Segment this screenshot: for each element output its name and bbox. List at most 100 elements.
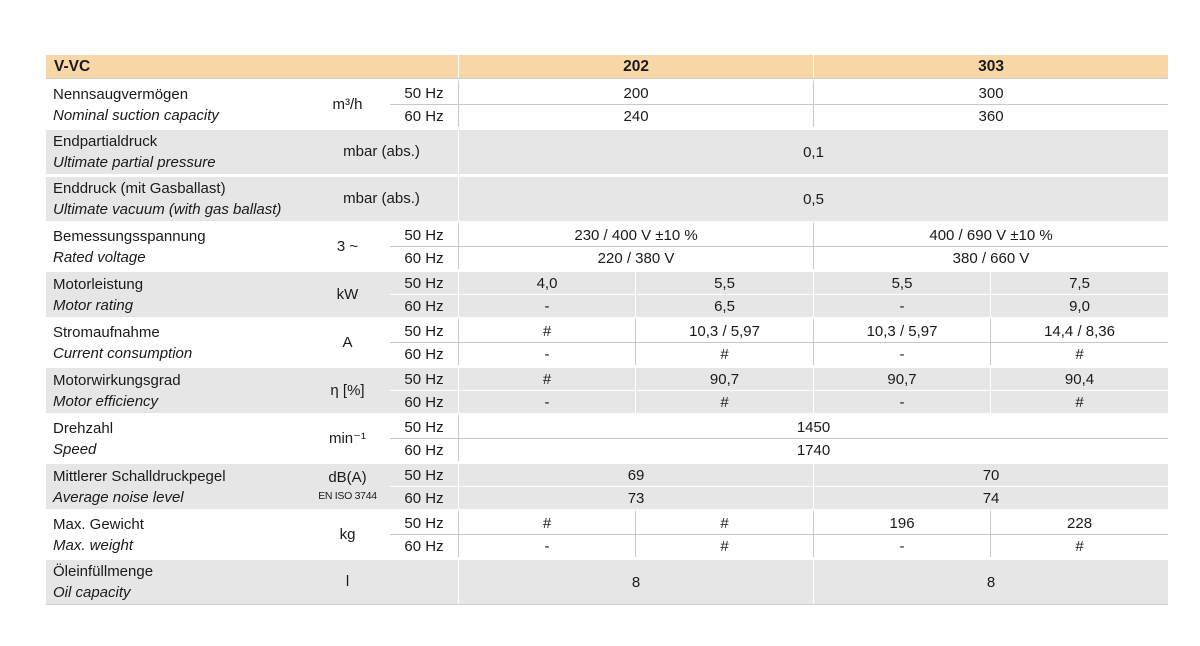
label-en: Nominal suction capacity [53, 106, 219, 124]
value-cell: 10,3 / 5,97 [635, 317, 814, 343]
spec-label-cell: Max. Gewicht Max. weight [46, 509, 305, 557]
unit-cell: mbar (abs.) [305, 174, 459, 221]
value-cell: # [990, 343, 1169, 365]
unit-main: dB(A) [328, 468, 367, 486]
freq-50hz-cell: 50 Hz [390, 365, 459, 391]
row-group-current-consumption: Stromaufnahme Current consumption A 50 H… [46, 317, 1169, 365]
spec-label-cell: Drehzahl Speed [46, 413, 305, 461]
value-cell: 5,5 [813, 269, 991, 295]
spec-table: V-VC 202 303 Nennsaugvermögen Nominal su… [46, 55, 1169, 605]
spec-label-cell: Enddruck (mit Gasballast) Ultimate vacuu… [46, 174, 305, 221]
value-cell: 6,5 [635, 295, 814, 317]
value-cell: 360 [813, 105, 1169, 127]
unit-cell: kg [305, 509, 390, 557]
label-en: Current consumption [53, 344, 193, 362]
value-cell: # [635, 509, 814, 535]
freq-60hz-cell: 60 Hz [390, 391, 459, 413]
label-de: Stromaufnahme [53, 323, 160, 341]
spec-label-cell: Nennsaugvermögen Nominal suction capacit… [46, 79, 305, 127]
product-series-header: V-VC [46, 55, 459, 79]
value-cell: # [635, 343, 814, 365]
value-cell: - [458, 391, 636, 413]
label-de: Enddruck (mit Gasballast) [53, 180, 226, 197]
unit-cell: η [%] [305, 365, 390, 413]
value-cell: 73 [458, 487, 814, 509]
label-en: Ultimate vacuum (with gas ballast) [53, 201, 282, 218]
row-group-rated-voltage: Bemessungsspannung Rated voltage 3 ~ 50 … [46, 221, 1169, 269]
freq-50hz-cell: 50 Hz [390, 413, 459, 439]
unit-cell: kW [305, 269, 390, 317]
value-cell: 200 [458, 79, 814, 105]
value-cell: 7,5 [990, 269, 1169, 295]
value-cell: 400 / 690 V ±10 % [813, 221, 1169, 247]
value-cell: 90,7 [813, 365, 991, 391]
freq-60hz-cell: 60 Hz [390, 487, 459, 509]
freq-50hz-cell: 50 Hz [390, 317, 459, 343]
value-cell: - [813, 535, 991, 557]
label-en: Speed [53, 440, 97, 458]
label-en: Motor efficiency [53, 392, 159, 410]
unit-cell: min⁻¹ [305, 413, 390, 461]
value-cell: 1450 [458, 413, 1169, 439]
freq-50hz-cell: 50 Hz [390, 221, 459, 247]
value-cell: 8 [458, 557, 814, 604]
label-de: Motorleistung [53, 275, 144, 293]
unit-cell: 3 ~ [305, 221, 390, 269]
label-de: Motorwirkungsgrad [53, 371, 181, 389]
value-cell: 8 [813, 557, 1169, 604]
freq-60hz-cell: 60 Hz [390, 105, 459, 127]
value-cell: # [635, 391, 814, 413]
value-cell: - [813, 391, 991, 413]
value-cell: 90,7 [635, 365, 814, 391]
label-en: Ultimate partial pressure [53, 154, 216, 171]
spec-label-cell: Bemessungsspannung Rated voltage [46, 221, 305, 269]
spec-label-cell: Öleinfüllmenge Oil capacity [46, 557, 305, 604]
row-group-noise-level: Mittlerer Schalldruckpegel Average noise… [46, 461, 1169, 509]
value-cell: 69 [458, 461, 814, 487]
value-cell: 196 [813, 509, 991, 535]
model-303-header: 303 [813, 55, 1169, 79]
row-group-speed: Drehzahl Speed min⁻¹ 50 Hz 1450 60 Hz 17… [46, 413, 1169, 461]
value-cell: # [458, 317, 636, 343]
freq-60hz-cell: 60 Hz [390, 247, 459, 269]
freq-60hz-cell: 60 Hz [390, 535, 459, 557]
value-cell: 10,3 / 5,97 [813, 317, 991, 343]
row-group-ultimate-partial-pressure: Endpartialdruck Ultimate partial pressur… [46, 127, 1169, 174]
value-cell: 0,1 [458, 127, 1169, 174]
label-en: Oil capacity [53, 584, 131, 601]
value-cell: # [458, 509, 636, 535]
spec-label-cell: Mittlerer Schalldruckpegel Average noise… [46, 461, 305, 509]
label-de: Öleinfüllmenge [53, 563, 154, 580]
spec-label-cell: Motorleistung Motor rating [46, 269, 305, 317]
value-cell: - [458, 535, 636, 557]
unit-cell: mbar (abs.) [305, 127, 459, 174]
label-de: Max. Gewicht [53, 515, 144, 533]
value-cell: # [635, 535, 814, 557]
unit-cell: l [305, 557, 390, 604]
value-cell: 74 [813, 487, 1169, 509]
value-cell: - [813, 343, 991, 365]
freq-60hz-cell: 60 Hz [390, 295, 459, 317]
label-en: Motor rating [53, 296, 134, 314]
label-en: Max. weight [53, 536, 134, 554]
value-cell: 5,5 [635, 269, 814, 295]
freq-50hz-cell: 50 Hz [390, 461, 459, 487]
value-cell: - [813, 295, 991, 317]
row-group-nominal-suction: Nennsaugvermögen Nominal suction capacit… [46, 79, 1169, 127]
value-cell: # [458, 365, 636, 391]
unit-standard-note: EN ISO 3744 [318, 489, 377, 502]
value-cell: 14,4 / 8,36 [990, 317, 1169, 343]
label-en: Rated voltage [53, 248, 146, 266]
value-cell: 4,0 [458, 269, 636, 295]
row-group-max-weight: Max. Gewicht Max. weight kg 50 Hz # # 19… [46, 509, 1169, 557]
spec-label-cell: Stromaufnahme Current consumption [46, 317, 305, 365]
label-de: Endpartialdruck [53, 133, 158, 150]
model-202-header: 202 [458, 55, 814, 79]
spec-label-cell: Motorwirkungsgrad Motor efficiency [46, 365, 305, 413]
freq-50hz-cell: 50 Hz [390, 79, 459, 105]
label-de: Drehzahl [53, 419, 114, 437]
value-cell: 380 / 660 V [813, 247, 1169, 269]
unit-cell: dB(A) EN ISO 3744 [305, 461, 390, 509]
freq-60hz-cell: 60 Hz [390, 343, 459, 365]
